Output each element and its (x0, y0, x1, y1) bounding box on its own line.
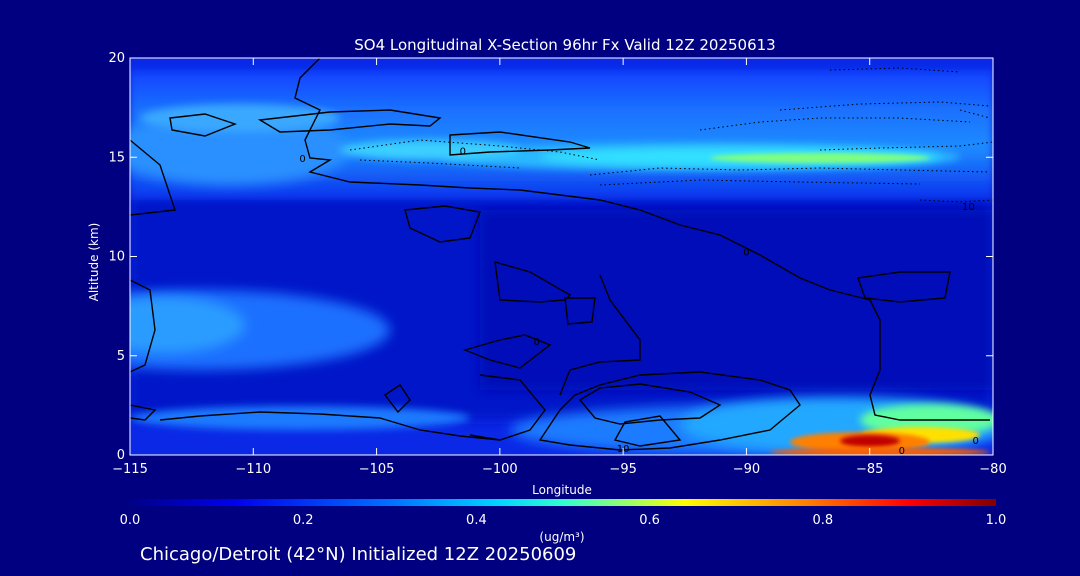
contour-label: 10 (617, 444, 630, 455)
x-tick-label: −100 (482, 462, 518, 477)
y-tick-label: 10 (108, 250, 125, 265)
colorbar-tick-label: 0.4 (466, 513, 487, 528)
contour-label: 0 (460, 146, 466, 157)
axes-layer: −115 −110 −105 −100 −95 −90 −85 −80 0 5 10 15 20 (108, 51, 1006, 477)
colorbar-units: (ug/m³) (539, 530, 584, 544)
x-tick-label: −95 (609, 462, 636, 477)
x-tick-label: −80 (979, 462, 1006, 477)
y-tick-label: 20 (108, 51, 125, 66)
contour-label: 0 (534, 337, 540, 348)
chart-title: SO4 Longitudinal X-Section 96hr Fx Valid… (354, 36, 775, 54)
colorbar (130, 499, 996, 506)
x-tick-label: −115 (112, 462, 148, 477)
footer-caption: Chicago/Detroit (42°N) Initialized 12Z 2… (140, 544, 576, 565)
contour-lines (130, 58, 990, 451)
x-tick-label: −85 (856, 462, 883, 477)
contour-label-layer: 0 0 0 0 0 0 10 10 (299, 146, 979, 457)
y-tick-label: 15 (108, 150, 125, 165)
colorbar-ticks: 0.0 0.2 0.4 0.6 0.8 1.0 (120, 513, 1007, 528)
colorbar-tick-label: 0.8 (812, 513, 833, 528)
contour-label: 0 (743, 248, 749, 259)
x-tick-label: −90 (733, 462, 760, 477)
y-tick-label: 5 (117, 349, 125, 364)
contour-label: 0 (973, 436, 979, 447)
contour-label: 10 (962, 202, 975, 213)
colorbar-tick-label: 0.6 (639, 513, 660, 528)
colorbar-tick-label: 0.2 (293, 513, 314, 528)
y-axis-label: Altitude (km) (87, 223, 101, 302)
colorbar-tick-label: 0.0 (120, 513, 141, 528)
heatmap-field (130, 58, 993, 455)
contour-label: 0 (299, 154, 305, 165)
colorbar-tick-label: 1.0 (986, 513, 1007, 528)
x-tick-label: −110 (235, 462, 271, 477)
x-axis-label: Longitude (532, 483, 592, 497)
x-tick-label: −105 (359, 462, 395, 477)
y-tick-label: 0 (117, 448, 125, 463)
contour-label: 0 (899, 446, 905, 457)
dotted-contour-lines (349, 67, 993, 203)
